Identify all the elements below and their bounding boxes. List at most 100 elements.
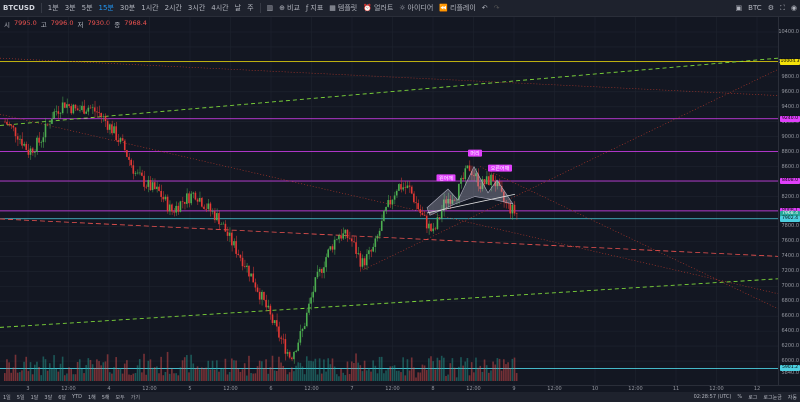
candle-body — [16, 136, 19, 140]
interval-5[interactable]: 1시간 — [141, 4, 159, 12]
settings-icon[interactable]: ⚙ — [767, 4, 774, 12]
replay-button[interactable]: ⏪ 리플레이 — [439, 4, 476, 12]
price-tick: 8200.0 — [781, 193, 800, 200]
log-toggle[interactable]: 로그 — [748, 394, 758, 401]
candle-body — [449, 198, 452, 204]
time-axis[interactable]: 3 12:00 4 12:00 5 12:00 6 12:00 7 12:00 8 12:00 9 12:… — [0, 385, 800, 393]
redo-button[interactable]: ↷ — [493, 4, 500, 12]
range-8[interactable]: 모두 — [115, 394, 125, 401]
fullscreen-icon[interactable]: ⛶ — [779, 3, 785, 12]
candle-body — [415, 202, 417, 204]
chart-type-button[interactable]: ▥ — [266, 4, 274, 12]
head-label: 머리 — [470, 150, 479, 157]
candle-body — [443, 199, 445, 211]
percent-toggle[interactable]: % — [737, 393, 743, 400]
volume-bar — [145, 374, 147, 381]
compare-button[interactable]: ⊕ 비교 — [279, 4, 300, 12]
range-1[interactable]: 5일 — [16, 394, 25, 401]
volume-bar — [136, 365, 139, 381]
volume-bar — [233, 360, 235, 381]
range-3[interactable]: 3달 — [44, 394, 53, 401]
candle-body — [342, 233, 344, 239]
volume-bar — [415, 377, 417, 381]
candle-body — [331, 246, 334, 250]
volume-bar — [256, 366, 259, 381]
interval-3[interactable]: 15분 — [98, 4, 114, 12]
volume-bar — [445, 375, 447, 381]
range-7[interactable]: 5해 — [101, 394, 110, 401]
range-9[interactable]: 가기 — [130, 394, 140, 401]
price-tick: 9600.0 — [781, 88, 800, 95]
volume-bar — [263, 367, 265, 381]
ticker-tab[interactable]: BTC — [748, 4, 762, 12]
volume-bar — [38, 367, 40, 381]
camera-icon[interactable]: ◉ — [790, 4, 797, 12]
volume-bar — [505, 364, 507, 381]
volume-bar — [340, 368, 342, 381]
symbol-search[interactable]: BTCUSD — [3, 4, 35, 12]
idea-button[interactable]: ☼ 아이디어 — [399, 4, 434, 12]
volume-bar — [12, 367, 15, 381]
volume-bar — [479, 365, 482, 381]
price-tick: 9400.0 — [781, 103, 800, 110]
lightbulb-icon: ☼ — [399, 4, 406, 12]
candle-body — [132, 165, 135, 174]
candle-body — [335, 239, 338, 240]
volume-bar — [252, 373, 255, 381]
volume-bar — [344, 375, 347, 381]
price-level-tag: 5901.2 — [780, 365, 800, 372]
volume-bar — [329, 364, 332, 381]
left-shoulder-label: 왼어깨 — [439, 175, 453, 182]
candle-body — [323, 267, 325, 273]
candle-body — [393, 195, 396, 200]
auto-toggle[interactable]: 자동 — [787, 394, 797, 401]
volume-bar — [515, 373, 518, 381]
candle-body — [318, 269, 321, 272]
volume-bar — [333, 366, 336, 381]
volume-bar — [162, 375, 165, 381]
price-axis[interactable]: 10400.010000.09800.09600.09400.09200.090… — [778, 17, 800, 385]
interval-10[interactable]: 주 — [247, 4, 254, 12]
volume-bar — [23, 361, 25, 381]
candle-body — [168, 204, 171, 212]
candle-body — [288, 352, 291, 358]
range-2[interactable]: 1달 — [30, 394, 39, 401]
candle-body — [31, 148, 34, 153]
volume-bar — [33, 364, 36, 381]
interval-1[interactable]: 3분 — [64, 4, 76, 12]
range-0[interactable]: 1일 — [3, 394, 11, 401]
volume-bar — [89, 359, 92, 381]
layout-button[interactable]: ▣ — [735, 4, 743, 12]
interval-2[interactable]: 5분 — [81, 4, 93, 12]
interval-4[interactable]: 30분 — [119, 4, 136, 12]
volume-bar — [460, 357, 462, 381]
candle-body — [78, 110, 81, 111]
bottom-right: 02:28:57 (UTC) % 로그 로그눈금 자동 — [691, 394, 800, 401]
interval-6[interactable]: 2시간 — [164, 4, 182, 12]
candle-body — [327, 249, 329, 258]
volume-bar — [346, 361, 349, 381]
alert-button[interactable]: ⏰ 얼러트 — [363, 4, 394, 12]
range-6[interactable]: 1해 — [87, 394, 96, 401]
interval-7[interactable]: 3시간 — [187, 4, 206, 12]
volume-bar — [31, 374, 34, 381]
indicator-button[interactable]: ƒ 지표 — [305, 4, 324, 12]
volume-bar — [134, 373, 137, 381]
interval-8[interactable]: 4시간 — [211, 4, 229, 12]
candle-body — [496, 181, 499, 187]
time-tick: 12:00 — [628, 386, 643, 392]
interval-9[interactable]: 날 — [234, 4, 242, 12]
volume-bar — [123, 363, 126, 381]
range-5[interactable]: YTD — [71, 393, 82, 400]
price-tick: 7800.0 — [781, 223, 800, 230]
log-scale-toggle[interactable]: 로그눈금 — [763, 394, 782, 401]
price-tick: 9000.0 — [781, 133, 800, 140]
interval-0[interactable]: 1분 — [47, 4, 59, 12]
time-tick: 4 — [107, 386, 111, 392]
undo-button[interactable]: ↶ — [481, 4, 488, 12]
range-4[interactable]: 6달 — [58, 394, 66, 401]
time-tick: 12:00 — [223, 386, 238, 392]
volume-bar — [280, 362, 282, 381]
template-button[interactable]: ▦ 템플릿 — [329, 4, 358, 12]
